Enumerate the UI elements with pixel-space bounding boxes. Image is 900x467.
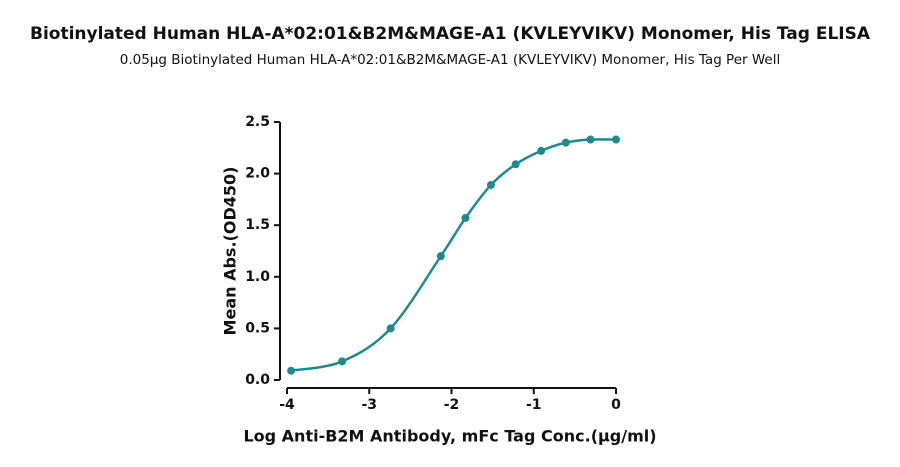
x-tick-label: -3 — [361, 397, 377, 413]
data-point — [436, 252, 445, 261]
x-axis-label: Log Anti-B2M Antibody, mFc Tag Conc.(µg/… — [243, 427, 656, 446]
y-axis-label: Mean Abs.(OD450) — [221, 167, 240, 336]
data-point — [338, 357, 347, 366]
x-tick-label: 0 — [611, 397, 621, 413]
data-point — [287, 366, 296, 375]
fit-curve — [290, 138, 617, 372]
data-point — [486, 180, 495, 189]
data-point — [537, 146, 546, 155]
data-point — [461, 213, 470, 222]
x-tick-label: -1 — [526, 397, 542, 413]
chart-title: Biotinylated Human HLA-A*02:01&B2M&MAGE-… — [30, 24, 871, 44]
y-tick-label: 2.5 — [245, 114, 270, 130]
x-tick-label: -4 — [279, 397, 295, 413]
y-tick-label: 0.0 — [245, 372, 270, 388]
data-point — [511, 160, 520, 169]
y-tick-label: 0.5 — [245, 320, 270, 336]
data-point — [586, 135, 595, 144]
y-tick-label: 1.5 — [245, 217, 270, 233]
data-point — [561, 138, 570, 147]
y-tick-label: 1.0 — [245, 269, 270, 285]
data-point — [386, 324, 395, 333]
chart-subtitle: 0.05µg Biotinylated Human HLA-A*02:01&B2… — [120, 52, 780, 68]
data-point — [612, 135, 620, 144]
y-tick-label: 2.0 — [245, 166, 270, 182]
x-tick-label: -2 — [444, 397, 460, 413]
